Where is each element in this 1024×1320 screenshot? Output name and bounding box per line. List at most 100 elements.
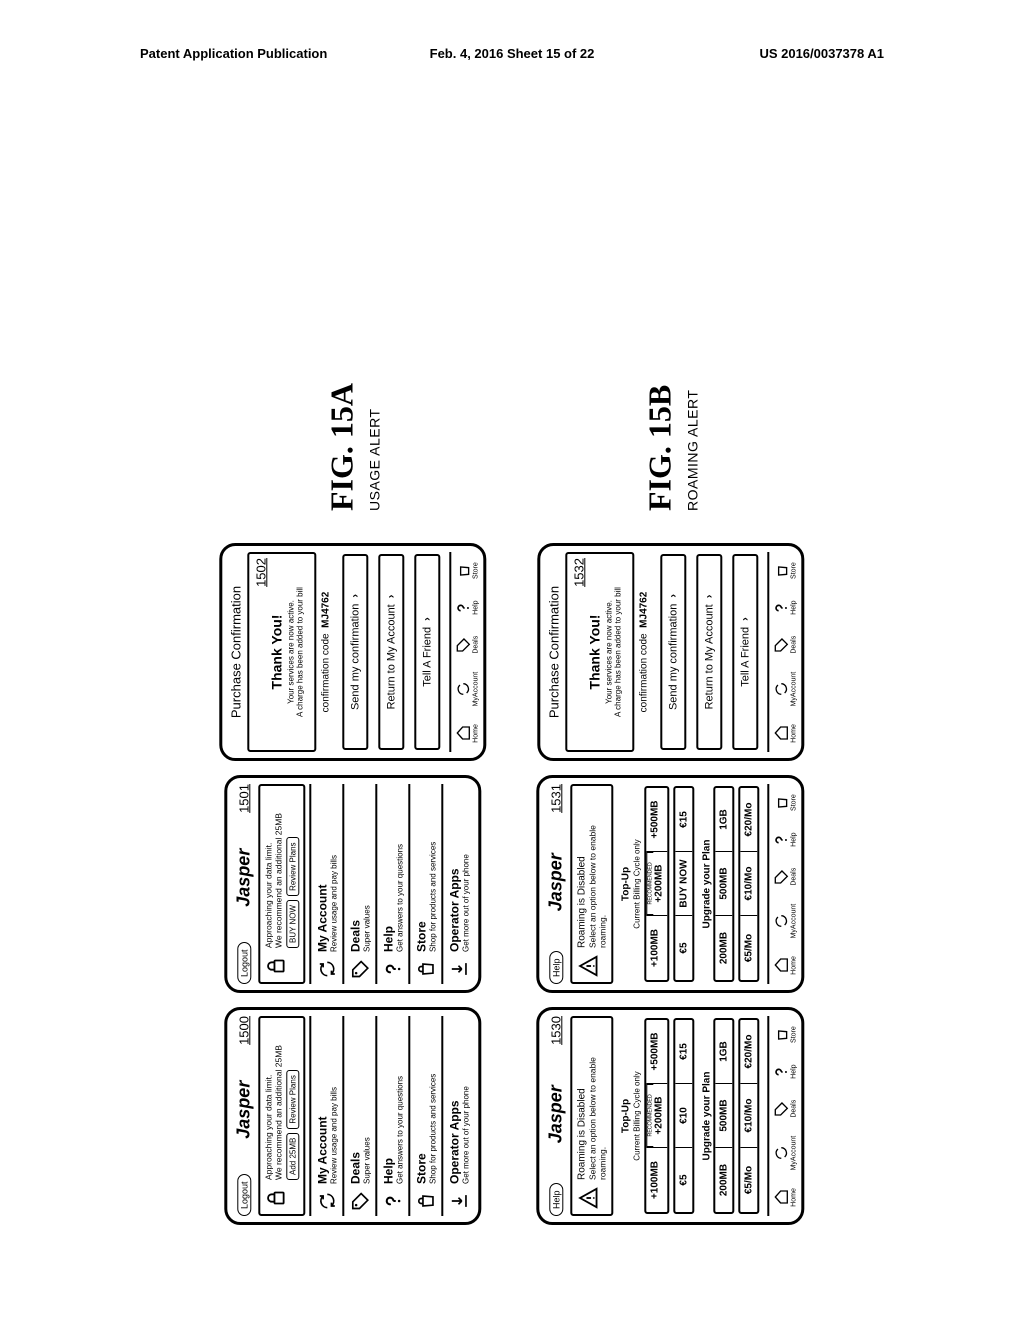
price-5mo[interactable]: €5/Mo	[741, 916, 758, 980]
menu-operator-apps[interactable]: Operator AppsGet more out of your phone	[441, 784, 474, 984]
menu-help[interactable]: HelpGet answers to your questions	[375, 1016, 408, 1216]
nav-myaccount[interactable]: MyAccount	[772, 672, 797, 707]
price-15[interactable]: €15	[676, 788, 693, 852]
pub-header-left: Patent Application Publication	[140, 46, 327, 61]
nav-home[interactable]: Home	[773, 955, 798, 975]
price-15[interactable]: €15	[676, 1020, 693, 1084]
nav-home[interactable]: Home	[773, 1187, 798, 1207]
home-icon	[772, 723, 790, 743]
upgrade-1gb[interactable]: 1GB	[716, 788, 733, 852]
return-account-button[interactable]: Return to My Account›	[696, 554, 722, 750]
send-confirmation-button[interactable]: Send my confirmation›	[343, 554, 369, 750]
topup-opt-200mb[interactable]: RECOMMENDED+200MB	[647, 852, 668, 916]
menu-title: Help	[381, 844, 395, 952]
menu-store[interactable]: StoreShop for products and services	[408, 1016, 441, 1216]
roaming-alert: Roaming is DisabledSelect an option belo…	[571, 784, 614, 984]
logout-button[interactable]: Logout	[237, 1174, 251, 1216]
menu-operator-apps[interactable]: Operator AppsGet more out of your phone	[441, 1016, 474, 1216]
price-5[interactable]: €5	[676, 916, 693, 980]
purchase-confirmation-title: Purchase Confirmation	[228, 552, 243, 752]
nav-store[interactable]: Store	[773, 793, 798, 813]
nav-help[interactable]: Help	[772, 598, 797, 618]
price-10mo[interactable]: €10/Mo	[741, 1084, 758, 1148]
nav-deals[interactable]: Deals	[773, 867, 798, 887]
nav-store[interactable]: Store	[773, 1025, 798, 1045]
nav-myaccount[interactable]: MyAccount	[455, 672, 480, 707]
screen-ref: 1500	[237, 1016, 252, 1045]
nav-label: Deals	[473, 636, 480, 654]
question-icon	[772, 598, 790, 618]
topup-opt-500mb[interactable]: +500MB	[647, 1020, 668, 1084]
menu-store[interactable]: StoreShop for products and services	[408, 784, 441, 984]
nav-deals[interactable]: Deals	[455, 635, 480, 655]
review-plans-button[interactable]: Review Plans	[286, 1070, 299, 1128]
screen-ref: 1532	[571, 558, 586, 587]
review-plans-button[interactable]: Review Plans	[286, 837, 299, 895]
upgrade-500mb[interactable]: 500MB	[716, 852, 733, 916]
nav-myaccount[interactable]: MyAccount	[773, 1136, 798, 1171]
nav-home[interactable]: Home	[455, 723, 480, 743]
menu-deals[interactable]: DealsSuper values	[342, 784, 375, 984]
return-account-button[interactable]: Return to My Account›	[379, 554, 405, 750]
help-button[interactable]: Help	[549, 951, 563, 984]
upgrade-500mb[interactable]: 500MB	[716, 1084, 733, 1148]
nav-help[interactable]: Help	[773, 1062, 798, 1082]
menu-my-account[interactable]: My AccountReview usage and pay bills	[309, 784, 342, 984]
send-confirmation-button[interactable]: Send my confirmation›	[660, 554, 686, 750]
brand-logo: Jasper	[546, 819, 567, 946]
upgrade-options: 200MB 500MB 1GB	[714, 1018, 735, 1214]
menu-sub: Shop for products and services	[428, 842, 437, 952]
logout-button[interactable]: Logout	[237, 942, 251, 984]
screen-ref: 1501	[237, 784, 252, 813]
question-icon	[382, 1190, 404, 1212]
topup-opt-500mb[interactable]: +500MB	[647, 788, 668, 852]
upgrade-200mb[interactable]: 200MB	[716, 1148, 733, 1212]
tag-icon	[773, 1099, 791, 1119]
add-25mb-button[interactable]: Add 25MB	[286, 1133, 299, 1180]
nav-deals[interactable]: Deals	[773, 1099, 798, 1119]
topup-opt-100mb[interactable]: +100MB	[647, 916, 668, 980]
opt-label: +200MB	[654, 864, 665, 902]
price-20mo[interactable]: €20/Mo	[741, 1020, 758, 1084]
nav-label: Deals	[791, 868, 798, 886]
price-10[interactable]: €10	[676, 1084, 693, 1148]
nav-store[interactable]: Store	[455, 561, 480, 581]
price-10mo[interactable]: €10/Mo	[741, 852, 758, 916]
recommended-tag: RECOMMENDED	[647, 1084, 654, 1147]
nav-home[interactable]: Home	[772, 723, 797, 743]
screen-1530: Help Jasper 1530 Roaming is Disabled Sel…	[537, 1007, 805, 1225]
upgrade-200mb[interactable]: 200MB	[716, 916, 733, 980]
figure-caption: USAGE ALERT	[366, 383, 382, 511]
price-5mo[interactable]: €5/Mo	[741, 1148, 758, 1212]
topup-opt-200mb[interactable]: RECOMMENDED+200MB	[647, 1084, 668, 1148]
tag-icon	[455, 635, 473, 655]
topup-opt-100mb[interactable]: +100MB	[647, 1148, 668, 1212]
bag-icon	[773, 1025, 791, 1045]
nav-deals[interactable]: Deals	[772, 635, 797, 655]
recommended-tag: RECOMMENDED	[647, 852, 654, 915]
topup-label: Top-Up	[621, 1016, 632, 1216]
menu-deals[interactable]: DealsSuper values	[342, 1016, 375, 1216]
nav-help[interactable]: Help	[455, 598, 480, 618]
menu-my-account[interactable]: My AccountReview usage and pay bills	[309, 1016, 342, 1216]
price-20mo[interactable]: €20/Mo	[741, 788, 758, 852]
tell-friend-button[interactable]: Tell A Friend›	[415, 554, 441, 750]
bag-icon	[772, 561, 790, 581]
nav-help[interactable]: Help	[773, 830, 798, 850]
nav-label: Store	[473, 562, 480, 579]
menu-help[interactable]: HelpGet answers to your questions	[375, 784, 408, 984]
price-5[interactable]: €5	[676, 1148, 693, 1212]
buy-now-button[interactable]: BUY NOW	[286, 900, 299, 948]
nav-myaccount[interactable]: MyAccount	[773, 904, 798, 939]
refresh-icon	[316, 958, 338, 980]
lock-icon	[265, 954, 289, 978]
menu-sub: Review usage and pay bills	[329, 1087, 338, 1184]
buy-now-button[interactable]: BUY NOW	[676, 852, 693, 916]
tell-friend-button[interactable]: Tell A Friend›	[732, 554, 758, 750]
tag-icon	[773, 867, 791, 887]
conf-code-value: MJ4762	[321, 592, 332, 628]
upgrade-1gb[interactable]: 1GB	[716, 1020, 733, 1084]
help-button[interactable]: Help	[549, 1183, 563, 1216]
tag-icon	[349, 1190, 371, 1212]
nav-store[interactable]: Store	[772, 561, 797, 581]
